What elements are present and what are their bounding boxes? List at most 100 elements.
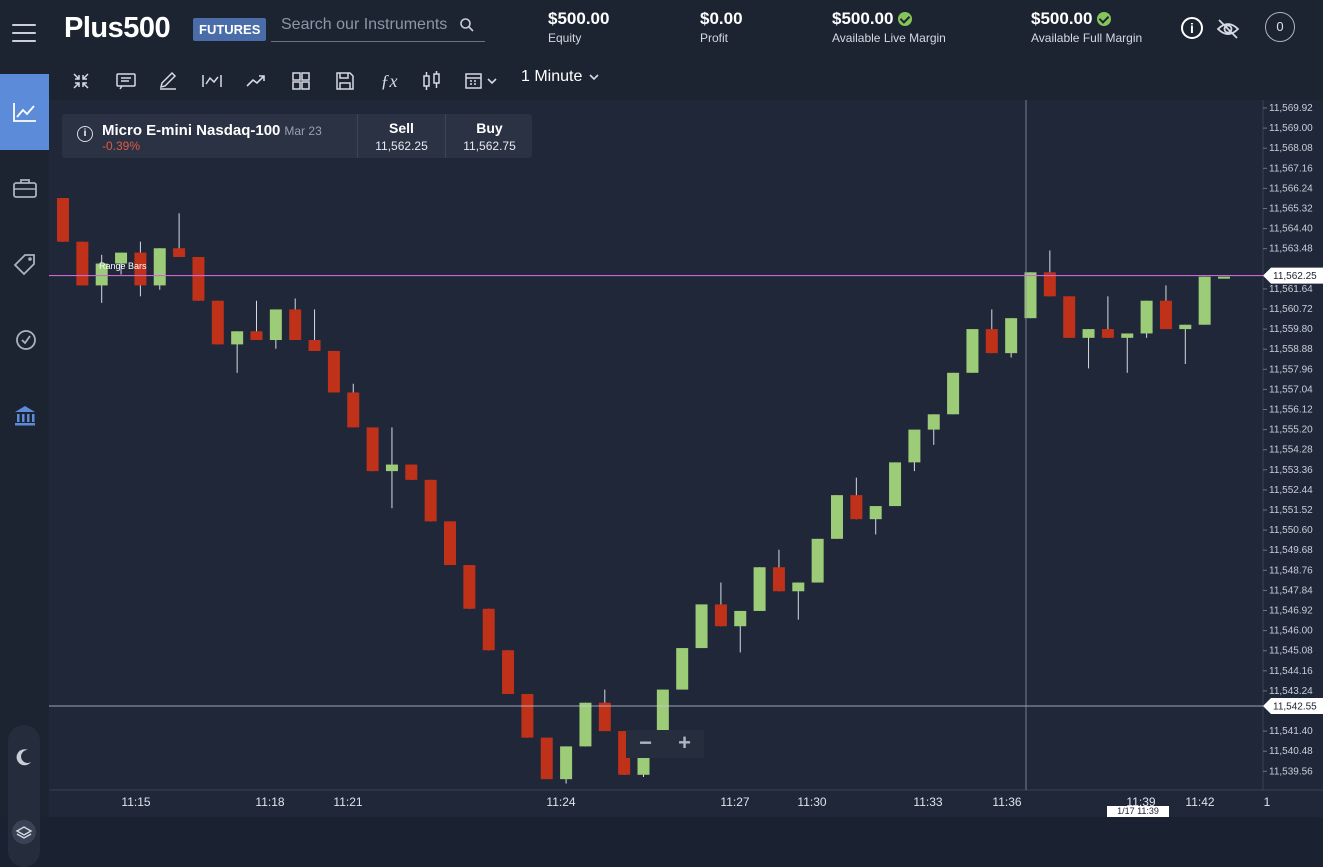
candle[interactable] bbox=[927, 414, 940, 430]
price-tick-label: 11,557.96 bbox=[1269, 364, 1313, 375]
logo[interactable]: Plus500 bbox=[64, 12, 171, 44]
candle[interactable] bbox=[327, 350, 340, 393]
collapse-icon[interactable] bbox=[71, 66, 91, 96]
candle[interactable] bbox=[889, 462, 902, 507]
candle[interactable] bbox=[231, 331, 244, 345]
time-tick-label: 11:21 bbox=[333, 795, 362, 809]
candle[interactable] bbox=[463, 565, 476, 609]
candle[interactable] bbox=[1101, 329, 1114, 338]
candle[interactable] bbox=[192, 257, 205, 301]
candle[interactable] bbox=[289, 309, 302, 341]
buy-button[interactable]: Buy 11,562.75 bbox=[445, 114, 533, 158]
candle[interactable] bbox=[869, 506, 882, 520]
candle[interactable] bbox=[211, 300, 224, 345]
notifications-count[interactable]: 0 bbox=[1265, 12, 1295, 42]
search-icon[interactable] bbox=[459, 17, 475, 33]
layout-grid-icon[interactable] bbox=[290, 66, 312, 96]
candle[interactable] bbox=[734, 610, 747, 627]
candle[interactable] bbox=[540, 737, 553, 780]
sell-button[interactable]: Sell 11,562.25 bbox=[357, 114, 445, 158]
candle[interactable] bbox=[1024, 272, 1037, 319]
candle[interactable] bbox=[95, 263, 108, 286]
candle[interactable] bbox=[831, 495, 843, 539]
candle[interactable] bbox=[153, 248, 166, 286]
candle[interactable] bbox=[947, 372, 960, 415]
dark-mode-toggle[interactable] bbox=[8, 725, 40, 805]
save-icon[interactable] bbox=[334, 66, 356, 96]
calendar-dropdown[interactable] bbox=[463, 66, 499, 96]
indicator-icon[interactable] bbox=[201, 66, 223, 96]
price-tick-label: 11,553.36 bbox=[1269, 465, 1313, 476]
candle[interactable] bbox=[695, 604, 708, 649]
candle[interactable] bbox=[308, 340, 321, 351]
candlestick-chart[interactable]: 11,569.92 11,569.00 11,568.08 11,567.16 11,5… bbox=[49, 100, 1323, 817]
eye-off-icon[interactable] bbox=[1216, 18, 1240, 40]
sidebar-item-funds[interactable] bbox=[0, 378, 49, 454]
candle[interactable] bbox=[850, 495, 863, 520]
candle[interactable] bbox=[1198, 276, 1211, 325]
candle[interactable] bbox=[656, 689, 669, 734]
sidebar-item-chart[interactable] bbox=[0, 74, 49, 150]
candle[interactable] bbox=[173, 248, 186, 258]
search-box[interactable] bbox=[271, 10, 485, 42]
menu-icon[interactable] bbox=[12, 24, 36, 42]
candle[interactable] bbox=[521, 693, 534, 738]
candle[interactable] bbox=[811, 538, 824, 583]
candle[interactable] bbox=[772, 567, 785, 592]
candle[interactable] bbox=[753, 567, 766, 611]
candle[interactable] bbox=[1043, 272, 1056, 297]
candle[interactable] bbox=[579, 702, 592, 747]
candle[interactable] bbox=[502, 650, 515, 694]
timeframe-dropdown[interactable]: 1 Minute bbox=[521, 68, 600, 86]
candle[interactable] bbox=[57, 198, 69, 242]
candle[interactable] bbox=[115, 252, 128, 264]
zoom-out-button[interactable]: − bbox=[639, 730, 652, 755]
candle[interactable] bbox=[1005, 318, 1018, 354]
candle-type-icon[interactable] bbox=[421, 66, 443, 96]
trend-icon[interactable] bbox=[245, 66, 267, 96]
candle[interactable] bbox=[76, 241, 89, 286]
candle[interactable] bbox=[1179, 324, 1192, 330]
candle[interactable] bbox=[792, 582, 805, 592]
candle[interactable] bbox=[714, 604, 727, 627]
calendar-icon bbox=[465, 73, 497, 89]
layers-button[interactable] bbox=[8, 805, 40, 867]
info-icon[interactable]: i bbox=[77, 126, 93, 142]
candle[interactable] bbox=[444, 521, 456, 566]
comment-icon[interactable] bbox=[115, 66, 137, 96]
sidebar-item-orders[interactable] bbox=[0, 226, 49, 302]
candle[interactable] bbox=[908, 429, 921, 463]
sidebar-item-portfolio[interactable] bbox=[0, 150, 49, 226]
candle[interactable] bbox=[1218, 276, 1230, 279]
zoom-in-button[interactable]: + bbox=[678, 730, 691, 755]
candle[interactable] bbox=[1121, 333, 1134, 338]
candle[interactable] bbox=[1159, 300, 1172, 330]
candle[interactable] bbox=[134, 252, 147, 286]
candle[interactable] bbox=[269, 309, 282, 341]
candle[interactable] bbox=[560, 746, 573, 780]
pencil-icon[interactable] bbox=[157, 66, 179, 96]
candle[interactable] bbox=[482, 608, 495, 651]
search-input[interactable] bbox=[271, 10, 451, 40]
candle[interactable] bbox=[676, 648, 689, 690]
briefcase-icon bbox=[12, 179, 37, 198]
candle[interactable] bbox=[1140, 300, 1153, 334]
check-icon bbox=[1097, 12, 1112, 26]
candle[interactable] bbox=[985, 329, 998, 354]
price-tick-label: 11,545.08 bbox=[1269, 646, 1313, 657]
instrument-panel: i Micro E-mini Nasdaq-100 Mar 23 -0.39% S… bbox=[62, 114, 532, 158]
info-icon[interactable]: i bbox=[1181, 17, 1203, 39]
candle[interactable] bbox=[1063, 296, 1076, 338]
function-icon[interactable]: ƒx bbox=[380, 70, 398, 91]
candle[interactable] bbox=[405, 464, 418, 480]
candle[interactable] bbox=[250, 331, 263, 341]
candle[interactable] bbox=[366, 427, 379, 472]
candle[interactable] bbox=[598, 702, 611, 732]
sidebar-item-history[interactable] bbox=[0, 302, 49, 378]
candle[interactable] bbox=[385, 464, 398, 472]
candle[interactable] bbox=[966, 329, 979, 373]
price-chart[interactable]: 11,569.92 11,569.00 11,568.08 11,567.16 11,5… bbox=[49, 100, 1323, 817]
candle[interactable] bbox=[347, 392, 360, 428]
candle[interactable] bbox=[1082, 329, 1095, 338]
candle[interactable] bbox=[424, 479, 437, 522]
